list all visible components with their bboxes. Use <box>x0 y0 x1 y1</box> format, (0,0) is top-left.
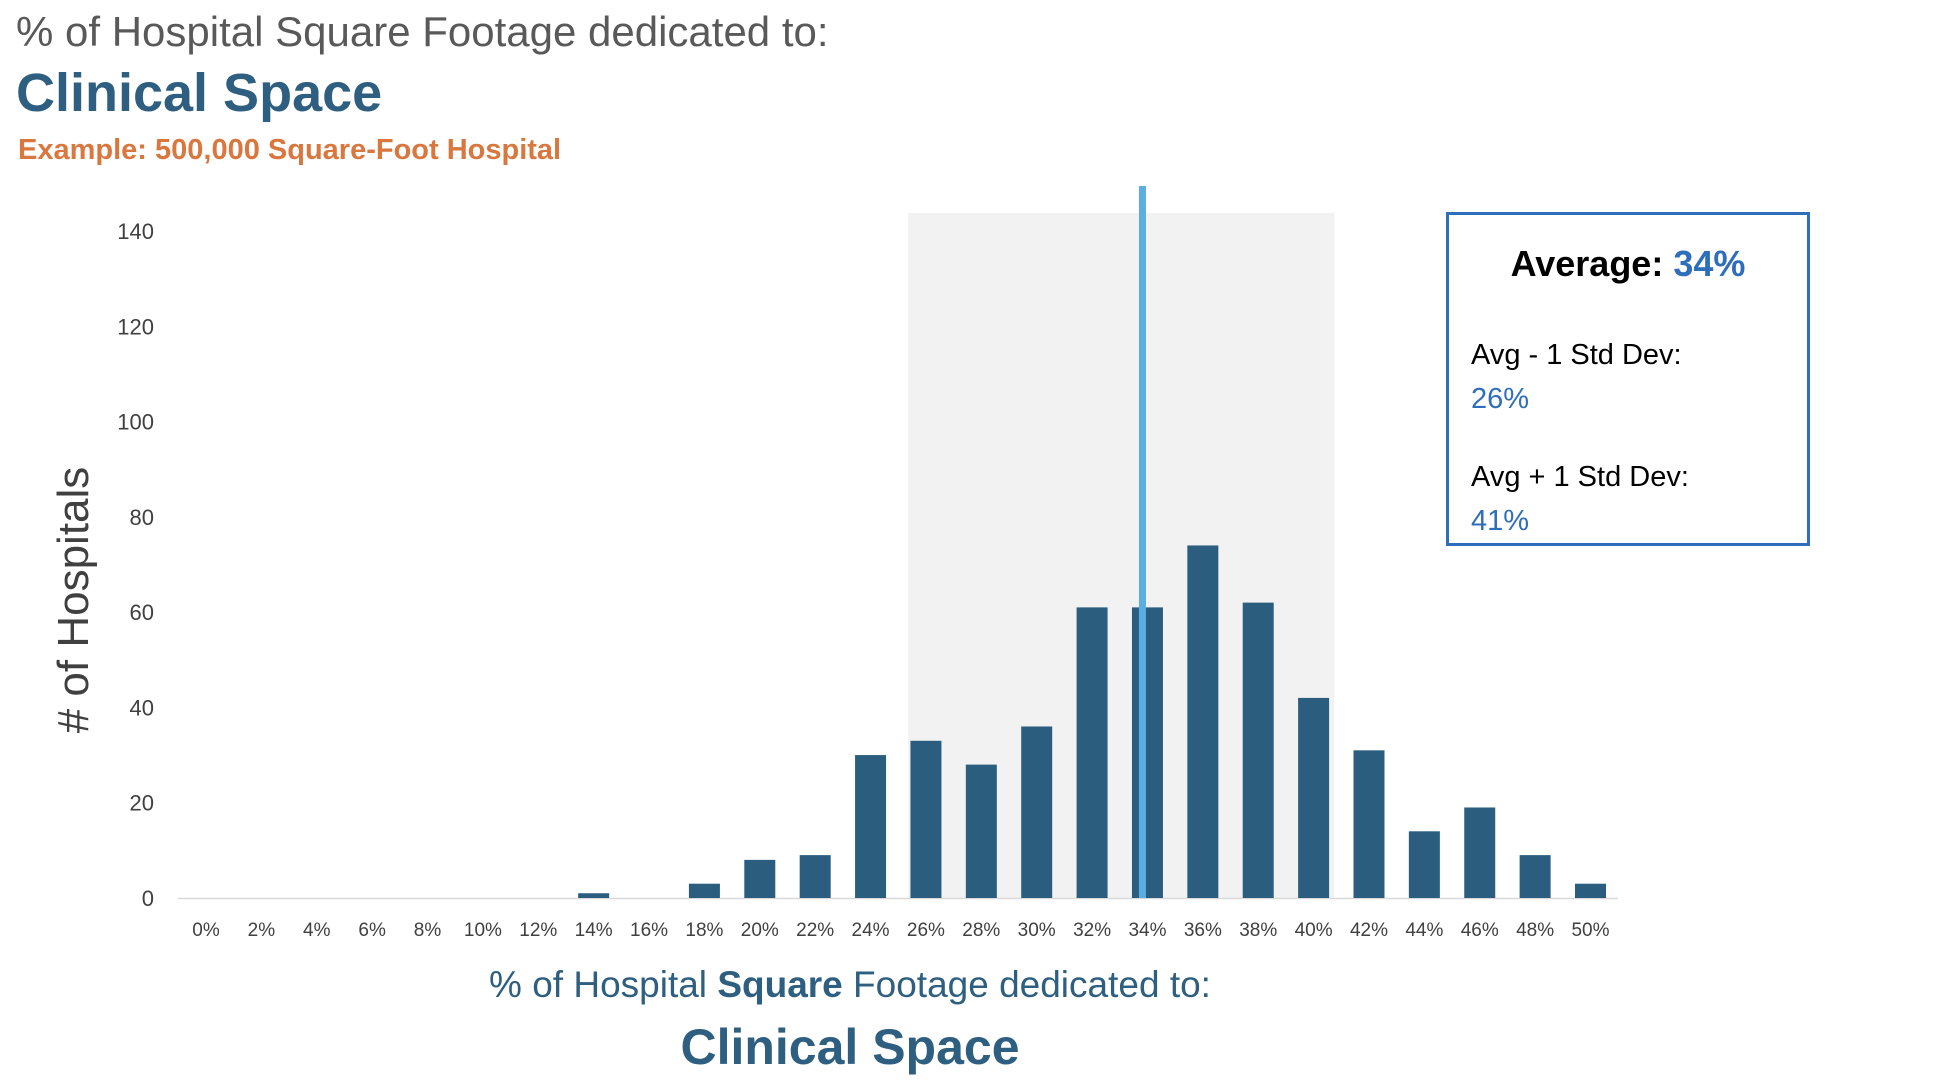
x-tick-label: 40% <box>1295 920 1333 941</box>
x-tick-label: 18% <box>685 920 723 941</box>
histogram-bar <box>1298 697 1330 898</box>
chart-subtitle-example: Example: 500,000 Square-Foot Hospital <box>18 134 562 166</box>
histogram-bar <box>1519 855 1551 898</box>
x-tick-label: 16% <box>630 920 668 941</box>
histogram-bar <box>799 855 831 898</box>
chart-title-line: % of Hospital Square Footage dedicated t… <box>16 8 829 55</box>
x-tick-label: 38% <box>1239 920 1277 941</box>
x-tick-label: 48% <box>1516 920 1554 941</box>
y-tick-label: 20 <box>130 791 154 816</box>
x-tick-label: 8% <box>414 920 442 941</box>
histogram-bar <box>910 740 942 898</box>
x-tick-label: 30% <box>1018 920 1056 941</box>
average-info-box: Average: 34% Avg - 1 Std Dev: 26% Avg + … <box>1446 212 1810 546</box>
x-tick-label: 28% <box>962 920 1000 941</box>
x-tick-label: 14% <box>575 920 613 941</box>
histogram-bar <box>578 893 610 898</box>
average-label: Average: <box>1510 243 1664 284</box>
minus-std-dev-label: Avg - 1 Std Dev: <box>1471 339 1682 371</box>
y-tick-label: 120 <box>117 314 154 339</box>
x-axis-title-pre: % of Hospital <box>489 964 718 1005</box>
x-axis-title-line1: % of Hospital Square Footage dedicated t… <box>0 964 1700 1006</box>
x-axis-title-post: Footage dedicated to: <box>842 964 1211 1005</box>
histogram-bar <box>855 755 887 898</box>
y-tick-label: 0 <box>142 886 154 911</box>
y-tick-label: 80 <box>130 505 154 530</box>
x-tick-label: 46% <box>1461 920 1499 941</box>
x-tick-label: 12% <box>519 920 557 941</box>
x-tick-label: 22% <box>796 920 834 941</box>
y-tick-label: 60 <box>130 600 154 625</box>
histogram-bar <box>1242 602 1274 898</box>
x-tick-label: 10% <box>464 920 502 941</box>
y-tick-label: 100 <box>117 410 154 435</box>
x-tick-label: 44% <box>1405 920 1443 941</box>
x-tick-label: 32% <box>1073 920 1111 941</box>
histogram-bar <box>744 859 776 898</box>
histogram-bar <box>965 764 997 898</box>
x-tick-label: 0% <box>192 920 220 941</box>
minus-std-dev-value: 26% <box>1471 383 1530 415</box>
plus-std-dev-value: 41% <box>1471 505 1530 537</box>
x-tick-label: 24% <box>852 920 890 941</box>
y-tick-label: 140 <box>117 219 154 244</box>
x-axis-title-bold: Square <box>717 964 843 1005</box>
average-value: 34% <box>1673 243 1746 284</box>
histogram-bar <box>1408 831 1440 898</box>
average-row: Average: 34% <box>1449 243 1807 285</box>
x-tick-label: 2% <box>248 920 276 941</box>
histogram-bar <box>1187 545 1219 898</box>
x-tick-label: 4% <box>303 920 331 941</box>
histogram-bar <box>1076 607 1108 898</box>
histogram-bar <box>1464 807 1496 898</box>
x-tick-label: 20% <box>741 920 779 941</box>
histogram-bar <box>1353 750 1385 898</box>
x-tick-label: 50% <box>1571 920 1609 941</box>
histogram-bar <box>1575 883 1606 898</box>
x-tick-label: 42% <box>1350 920 1388 941</box>
x-tick-label: 26% <box>907 920 945 941</box>
y-tick-label: 40 <box>130 695 154 720</box>
x-tick-label: 6% <box>358 920 386 941</box>
chart-title-metric: Clinical Space <box>16 63 383 123</box>
x-axis-title-line2: Clinical Space <box>680 1019 1020 1075</box>
histogram-bar <box>688 883 720 898</box>
x-tick-label: 36% <box>1184 920 1222 941</box>
histogram-bar <box>1021 726 1053 898</box>
plus-std-dev-label: Avg + 1 Std Dev: <box>1471 461 1689 493</box>
x-tick-label: 34% <box>1128 920 1166 941</box>
y-axis-title: # of Hospitals <box>49 467 98 734</box>
histogram-bar <box>1131 607 1163 898</box>
